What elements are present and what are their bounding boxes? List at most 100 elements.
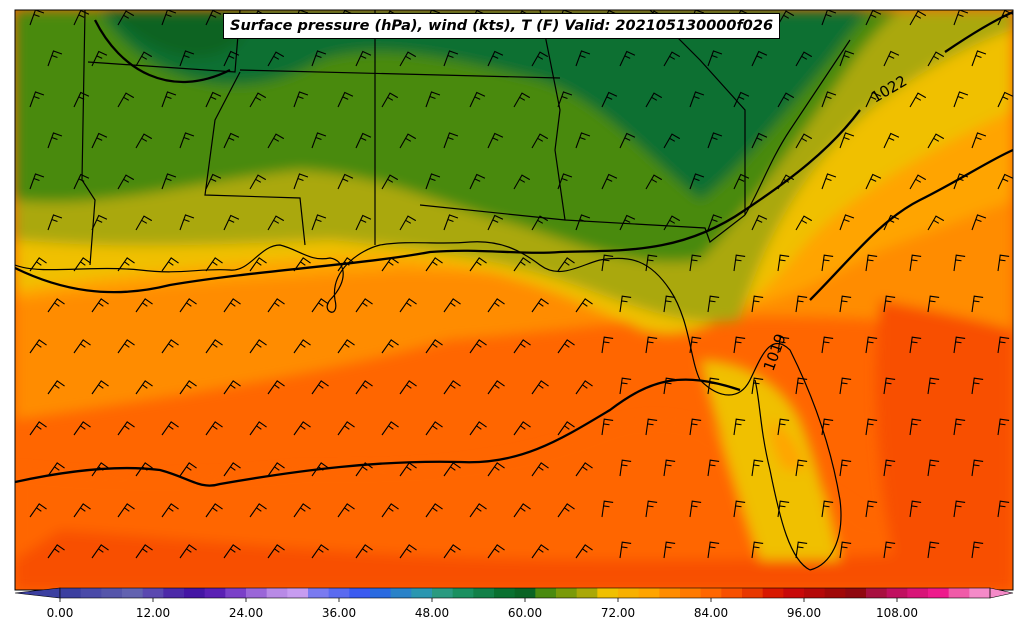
border-tx-la (81, 10, 96, 266)
wind-barb (135, 215, 153, 231)
wind-barb (601, 500, 614, 518)
wind-barb (619, 214, 636, 231)
wind-barb (707, 377, 720, 395)
colorbar-swatch (122, 588, 144, 598)
wind-barb (469, 91, 486, 108)
wind-barb (839, 50, 855, 67)
colorbar-tick-label: 12.00 (135, 606, 171, 620)
wind-barb (839, 541, 852, 559)
wind-barb (293, 339, 311, 354)
wind-barb (337, 91, 354, 108)
wind-barb (707, 132, 723, 149)
wind-barb (839, 295, 852, 313)
wind-barb (751, 459, 764, 477)
wind-barb (293, 421, 311, 436)
wind-barb (795, 541, 808, 559)
wind-barb (663, 541, 676, 559)
wind-barb (865, 418, 878, 436)
wind-barb (513, 503, 531, 518)
wind-barb (179, 462, 197, 477)
wind-barb (663, 133, 681, 149)
wind-barb (311, 380, 329, 395)
wind-barb (777, 174, 795, 190)
wind-barb (601, 336, 614, 354)
colorbar-swatch (783, 588, 805, 598)
colorbar-swatch (824, 588, 846, 598)
wind-barb (337, 339, 355, 354)
wind-barb (91, 298, 109, 313)
wind-barb (311, 544, 329, 559)
wind-barb (927, 377, 940, 395)
wind-barb (645, 336, 658, 354)
wind-barb (355, 380, 373, 395)
colorbar-swatch (494, 588, 516, 598)
wind-barb (575, 298, 593, 313)
wind-barb (47, 298, 65, 313)
wind-barb (223, 380, 241, 395)
wind-barb (73, 257, 91, 272)
wind-barb (135, 298, 153, 313)
wind-barb (205, 91, 222, 108)
wind-barb (777, 10, 795, 26)
colorbar-swatch (266, 588, 288, 598)
wind-barb (161, 421, 179, 436)
wind-barb (249, 174, 267, 190)
wind-barb (311, 214, 327, 231)
wind-barb (513, 421, 531, 436)
colorbar-swatch (163, 588, 185, 598)
wind-barb (751, 132, 768, 149)
wind-barb (135, 544, 153, 559)
wind-barb (513, 339, 531, 354)
border-ms-la (204, 71, 306, 246)
wind-barb (337, 257, 355, 272)
map-area (15, 10, 1013, 590)
wind-barb (223, 544, 241, 559)
wind-barb (249, 421, 267, 436)
wind-barb (249, 92, 267, 108)
wind-barb (223, 50, 240, 67)
wind-barb (223, 462, 241, 477)
wind-barb (531, 51, 549, 67)
wind-barb (91, 544, 109, 559)
colorbar-swatch (638, 588, 660, 598)
colorbar-swatch (845, 588, 867, 598)
wind-barb (971, 377, 984, 395)
wind-barb (575, 50, 591, 67)
wind-barb (795, 459, 808, 477)
wind-barb (795, 377, 808, 395)
wind-barb (179, 544, 197, 559)
wind-barb (601, 254, 614, 272)
wind-barb (487, 298, 505, 313)
isobar-1019 (809, 148, 1013, 301)
colorbar-tick-label: 60.00 (507, 606, 543, 620)
coastline-gulf (15, 241, 842, 571)
wind-barb (927, 215, 945, 231)
wind-barb (205, 257, 223, 272)
wind-barb (777, 92, 795, 108)
wind-barb (267, 544, 285, 559)
colorbar-tick-label: 0.00 (46, 606, 74, 620)
wind-barb (689, 500, 702, 518)
wind-barb (267, 133, 285, 149)
wind-barb (135, 462, 153, 477)
wind-barb (839, 377, 852, 395)
wind-barb (355, 298, 373, 313)
wind-barb (91, 214, 108, 231)
wind-barb (883, 50, 900, 67)
wind-barb (161, 339, 179, 354)
wind-barb (73, 173, 90, 190)
colorbar-swatch (370, 588, 392, 598)
wind-barb (47, 132, 63, 149)
colorbar-swatch (969, 588, 991, 598)
map-title: Surface pressure (hPa), wind (kts), T (F… (223, 13, 781, 39)
wind-barb (909, 336, 922, 354)
wind-barb (443, 462, 461, 477)
wind-barb (47, 214, 63, 231)
wind-barb (469, 421, 487, 436)
wind-barb (619, 295, 632, 313)
wind-barb (135, 133, 153, 149)
colorbar-tick-label: 72.00 (600, 606, 636, 620)
wind-barb (909, 174, 927, 190)
colorbar-swatch (328, 588, 350, 598)
wind-barb (839, 459, 852, 477)
